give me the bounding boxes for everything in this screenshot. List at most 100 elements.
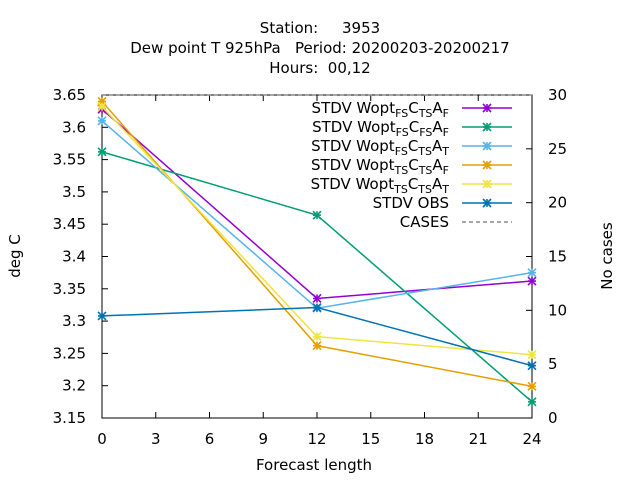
legend-subscript: F — [443, 107, 449, 120]
legend-entry: STDV WoptFSCTSAF — [312, 99, 512, 120]
marker-stroke — [312, 332, 322, 342]
x-tick-label: 24 — [522, 430, 541, 448]
x-tick-label: 3 — [151, 430, 161, 448]
legend-text: C — [408, 137, 418, 155]
legend-subscript: TS — [417, 145, 432, 158]
y-tick-label: 3.65 — [53, 86, 86, 104]
legend-label: STDV WoptFSCTSAT — [311, 137, 449, 158]
series-5 — [97, 302, 537, 371]
legend-subscript: T — [441, 183, 449, 196]
chart-title: Station: 3953 Dew point T 925hPa Period:… — [0, 18, 640, 78]
legend-text: STDV Wopt — [312, 99, 396, 117]
x-tick-label: 6 — [205, 430, 215, 448]
axes: 0 3 6 9 12 15 18 21 24 3.15 3.2 3.25 3.3 3.35 3.4 3.45 3… — [53, 86, 568, 448]
data-point — [312, 332, 322, 342]
legend-entry: CASES — [400, 213, 512, 231]
data-point — [527, 276, 537, 286]
series-lines — [97, 94, 537, 407]
legend-text: C — [408, 156, 418, 174]
y2-tick-label: 25 — [548, 140, 567, 158]
y2-axis-label: No cases — [598, 222, 616, 290]
x-tick-label: 9 — [258, 430, 268, 448]
marker-stroke — [527, 381, 537, 391]
y-tick-label: 3.25 — [53, 344, 86, 362]
legend-text: A — [432, 137, 443, 155]
marker-stroke — [97, 147, 107, 157]
data-point — [312, 341, 322, 351]
data-point — [482, 160, 492, 170]
legend-label: STDV WoptFSCFSAF — [312, 118, 449, 139]
legend-label: STDV WoptTSCTSAF — [311, 156, 449, 177]
x-tick-label: 0 — [97, 430, 107, 448]
y2-tick-label: 20 — [548, 194, 567, 212]
data-point — [482, 141, 492, 151]
legend-text: STDV Wopt — [312, 118, 396, 136]
y-tick-label: 3.35 — [53, 280, 86, 298]
marker-stroke — [527, 361, 537, 371]
legend-entry: STDV WoptFSCTSAT — [311, 137, 512, 158]
legend-subscript: F — [443, 164, 449, 177]
data-point — [482, 103, 492, 113]
legend-text: C — [409, 118, 419, 136]
marker-stroke — [527, 268, 537, 278]
series-1 — [97, 147, 537, 407]
title-station: Station: 3953 — [259, 19, 381, 37]
data-point — [482, 179, 492, 189]
legend-entry: STDV WoptTSCTSAT — [311, 175, 512, 196]
x-axis-label: Forecast length — [256, 456, 372, 474]
legend-subscript: FS — [395, 107, 408, 120]
y2-tick-label: 10 — [548, 301, 567, 319]
y-tick-label: 3.15 — [53, 409, 86, 427]
data-point — [97, 147, 107, 157]
marker-stroke — [312, 341, 322, 351]
x-tick-label: 15 — [361, 430, 380, 448]
x-tick-label: 21 — [469, 430, 488, 448]
marker-stroke — [482, 160, 492, 170]
marker-stroke — [482, 122, 492, 132]
marker-stroke — [97, 311, 107, 321]
legend-subscript: TS — [418, 107, 433, 120]
legend-text: A — [432, 156, 443, 174]
legend-subscript: FS — [396, 126, 409, 139]
title-parameter-period: Dew point T 925hPa Period: 20200203-2020… — [130, 39, 510, 57]
marker-stroke — [527, 276, 537, 286]
legend-entry: STDV WoptFSCFSAF — [312, 118, 512, 139]
y2-tick-label: 15 — [548, 248, 567, 266]
legend-entry: STDV OBS — [373, 194, 512, 212]
marker-stroke — [482, 179, 492, 189]
data-point — [482, 198, 492, 208]
y-tick-label: 3.2 — [62, 377, 86, 395]
data-point — [312, 293, 322, 304]
x-tick-label: 18 — [415, 430, 434, 448]
data-point — [527, 381, 537, 391]
marker-stroke — [97, 116, 107, 126]
legend-text: A — [432, 99, 443, 117]
data-point — [527, 350, 537, 360]
data-point — [97, 311, 107, 321]
legend-label: STDV OBS — [373, 194, 449, 212]
legend-subscript: FS — [419, 126, 432, 139]
y2-tick-label: 0 — [548, 409, 558, 427]
y-axis-label: deg C — [6, 234, 24, 278]
y2-tick-label: 30 — [548, 86, 567, 104]
y2-tick-label: 5 — [548, 355, 558, 373]
legend-text: C — [408, 99, 418, 117]
marker-stroke — [482, 198, 492, 208]
legend-text: STDV Wopt — [311, 175, 395, 193]
legend-text: CASES — [400, 213, 449, 231]
y-tick-label: 3.3 — [62, 312, 86, 330]
marker-stroke — [312, 302, 322, 313]
legend-entry: STDV WoptTSCTSAF — [311, 156, 512, 177]
x-tick-label: 12 — [307, 430, 326, 448]
legend-subscript: TS — [394, 164, 409, 177]
y-tick-label: 3.55 — [53, 151, 86, 169]
data-point — [312, 302, 322, 313]
legend-text: STDV Wopt — [311, 137, 395, 155]
legend-subscript: TS — [417, 183, 432, 196]
title-hours: Hours: 00,12 — [269, 59, 371, 77]
data-point — [527, 268, 537, 278]
legend-subscript: FS — [395, 145, 408, 158]
legend-text: A — [432, 118, 443, 136]
